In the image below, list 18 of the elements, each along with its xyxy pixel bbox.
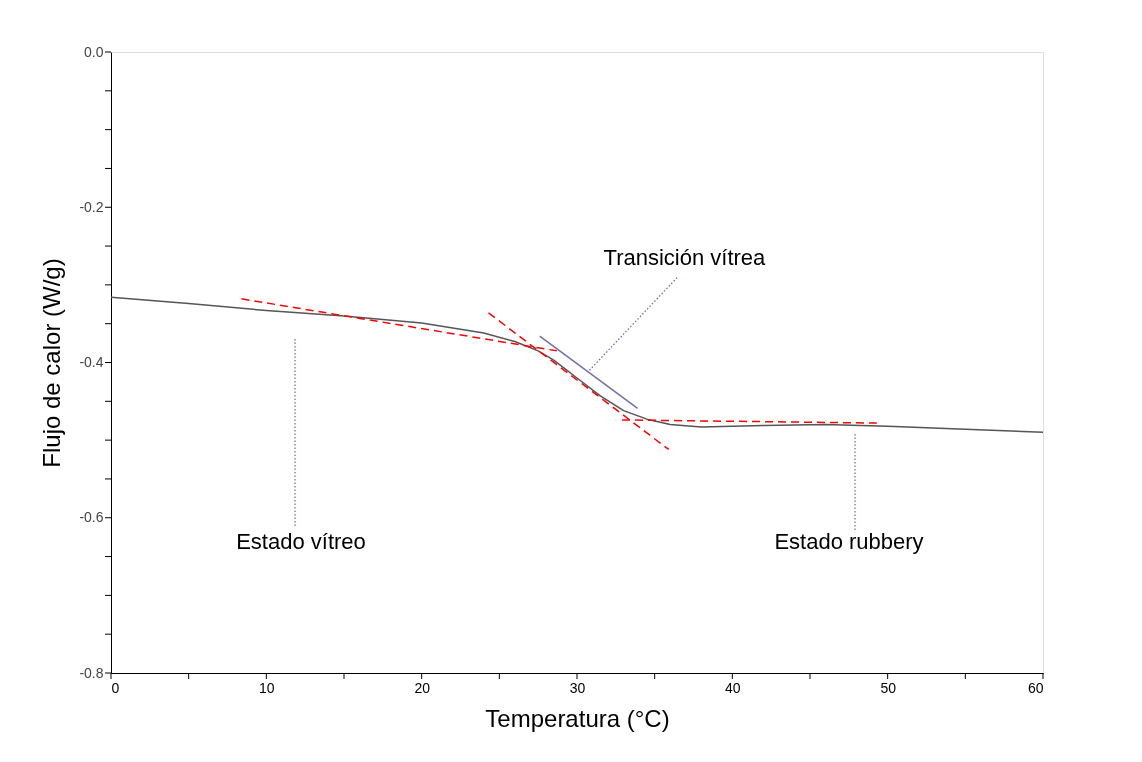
line-series [110,296,1044,434]
y-tick-label: 0.0 [84,43,104,60]
annotation: Estado vítreo [236,529,366,554]
annotation: Transición vítrea [603,245,767,271]
y-axis-title: Flujo de calor (W/g) [38,258,66,468]
x-axis-title: Temperatura (°C) [485,704,670,732]
annotation: Estado rubbery [774,529,924,554]
y-tick-label: -0.2 [79,198,104,215]
x-tick-label: 60 [1027,679,1044,696]
x-tick-label: 30 [569,679,586,696]
x-tick-label: 40 [725,679,741,696]
y-tick-label: -0.4 [79,354,104,370]
y-tick-label: -0.6 [79,509,104,526]
x-tick-label: 50 [880,679,897,696]
x-tick-label: 0 [111,679,120,696]
x-tick-label: 10 [259,679,275,696]
y-tick-label: -0.8 [79,664,104,681]
x-tick-label: 20 [414,679,431,696]
